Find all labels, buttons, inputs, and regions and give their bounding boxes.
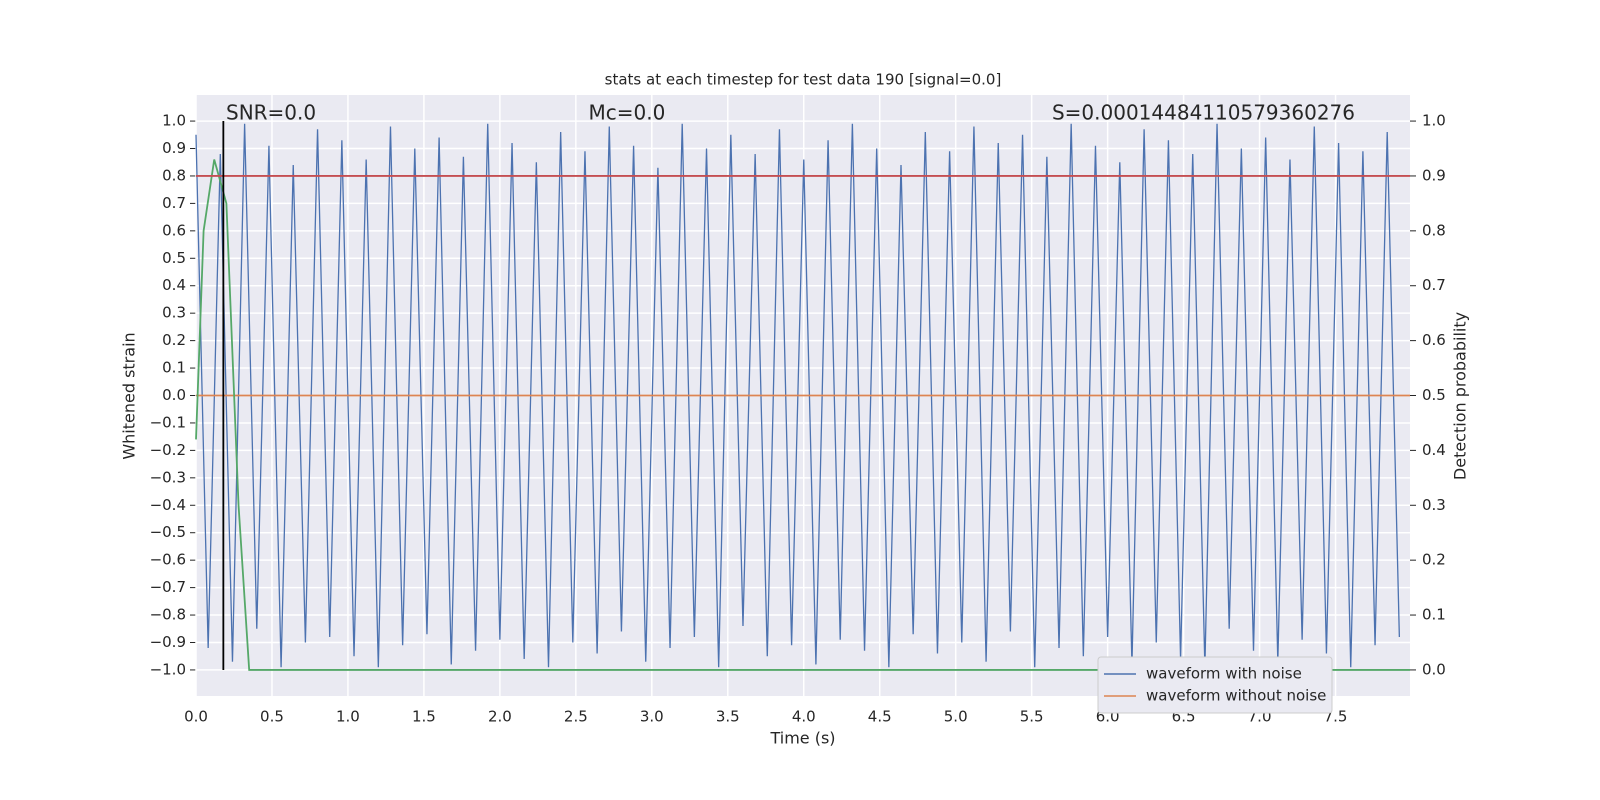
y-tick-label: −0.9 xyxy=(150,633,186,651)
y-tick-label: 0.9 xyxy=(162,139,186,157)
line xyxy=(195,123,1401,668)
annotation: SNR=0.0 xyxy=(226,101,316,125)
x-tick-label: 2.5 xyxy=(564,708,588,726)
y-tick-label: 0.2 xyxy=(162,331,186,349)
y-tick-label: −0.6 xyxy=(150,551,186,569)
x-tick-label: 1.5 xyxy=(412,708,436,726)
y-tick-label: 0.6 xyxy=(162,221,186,239)
x-tick-label: 4.0 xyxy=(792,708,816,726)
y2-tick-label: 1.0 xyxy=(1422,112,1446,130)
x-tick-label: 3.0 xyxy=(640,708,664,726)
y-axis-label: Whitened strain xyxy=(120,332,139,459)
y2-tick-label: 0.2 xyxy=(1422,551,1446,569)
y2-tick-label: 0.1 xyxy=(1422,606,1446,624)
x-tick-label: 0.0 xyxy=(184,708,208,726)
y-tick-label: 0.3 xyxy=(162,304,186,322)
x-tick-label: 1.0 xyxy=(336,708,360,726)
y-tick-label: 0.8 xyxy=(162,166,186,184)
x-axis-label: Time (s) xyxy=(769,729,835,748)
y-tick-label: 0.0 xyxy=(162,386,186,404)
y2-tick-label: 0.9 xyxy=(1422,166,1446,184)
x-tick-label: 0.5 xyxy=(260,708,284,726)
legend-box xyxy=(1097,656,1333,714)
y-tick-label: −0.8 xyxy=(150,606,186,624)
legend-label: waveform without noise xyxy=(1146,687,1326,705)
y2-tick-label: 0.7 xyxy=(1422,276,1446,294)
y-tick-label: 0.1 xyxy=(162,359,186,377)
x-tick-label: 5.5 xyxy=(1020,708,1044,726)
y2-tick-label: 0.0 xyxy=(1422,660,1446,678)
y-tick-label: 0.4 xyxy=(162,276,186,294)
annotation: Mc=0.0 xyxy=(589,101,666,125)
y-tick-label: −0.1 xyxy=(150,413,186,431)
y2-axis-label: Detection probability xyxy=(1451,312,1470,480)
y-tick-label: −0.5 xyxy=(150,523,186,541)
y-tick-label: −0.7 xyxy=(150,578,186,596)
y2-tick-label: 0.3 xyxy=(1422,496,1446,514)
y2-tick-label: 0.6 xyxy=(1422,331,1446,349)
y-tick-label: −1.0 xyxy=(150,660,186,678)
x-tick-label: 2.0 xyxy=(488,708,512,726)
y-tick-label: 1.0 xyxy=(162,112,186,130)
y2-tick-label: 0.8 xyxy=(1422,221,1446,239)
y2-tick-label: 0.5 xyxy=(1422,386,1446,404)
line xyxy=(195,159,1410,671)
y-tick-label: −0.4 xyxy=(150,496,186,514)
y-tick-label: 0.5 xyxy=(162,249,186,267)
legend-label: waveform with noise xyxy=(1146,665,1302,683)
y-tick-label: 0.7 xyxy=(162,194,186,212)
x-tick-label: 3.5 xyxy=(716,708,740,726)
y2-tick-label: 0.4 xyxy=(1422,441,1446,459)
chart-title: stats at each timestep for test data 190… xyxy=(605,71,1002,89)
y-tick-label: −0.3 xyxy=(150,468,186,486)
annotation: S=0.00014484110579360276 xyxy=(1052,101,1355,125)
x-tick-label: 4.5 xyxy=(868,708,892,726)
y-tick-label: −0.2 xyxy=(150,441,186,459)
x-tick-label: 5.0 xyxy=(944,708,968,726)
